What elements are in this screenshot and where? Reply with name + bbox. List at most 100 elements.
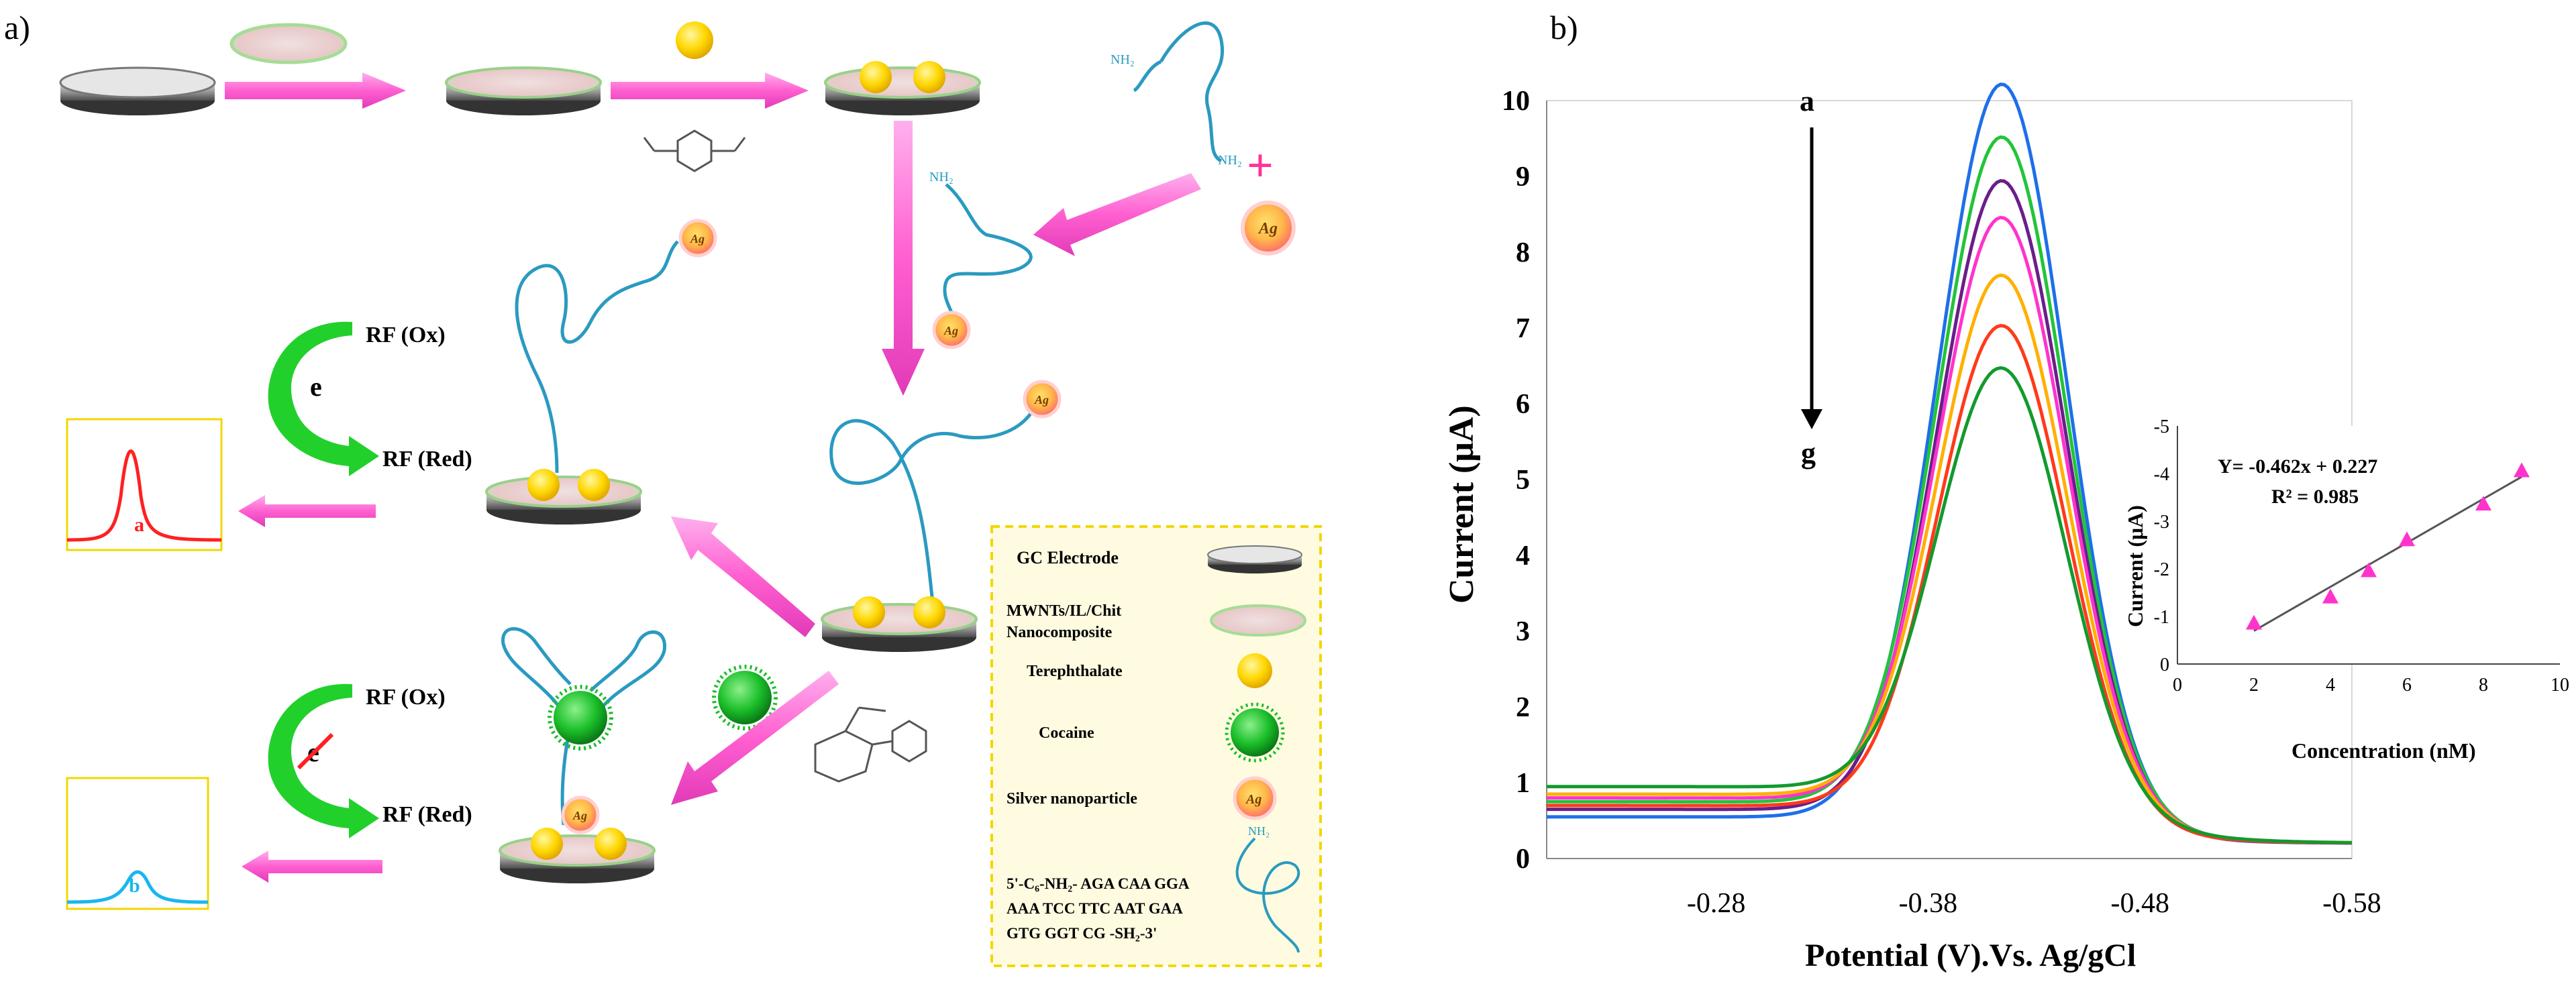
green-arrow-e [268,321,379,476]
aptamer-ag-conjugate [943,183,1033,330]
inset-y-tick: -1 [2154,607,2169,628]
inset-chart: 0 -1 -2 -3 -4 -5 0 2 4 6 8 10 Y= -0.462x + 0.227 R… [2123,417,2569,763]
inset-equation: Y= -0.462x + 0.227 [2218,455,2377,478]
legend-nh2-label: NH₂ [1248,824,1270,838]
peak-b-box: b [66,777,209,910]
gc-electrode-signal-on [485,469,642,525]
silver-nanoparticle-conjugate: Ag [932,311,971,349]
inset-y-tick: -2 [2154,559,2169,580]
inset-x-tick: 0 [2173,675,2182,696]
x-tick-label: -0.58 [2322,888,2381,919]
y-axis-title: Current (μA) [1443,405,1481,604]
green-arrow-blocked [268,683,379,838]
inset-y-tick: 0 [2160,655,2169,675]
y-tick-label: 8 [1516,237,1530,268]
inset-x-tick: 4 [2326,675,2335,696]
inset-point [2361,562,2377,577]
inset-point [2475,496,2491,511]
aptamer-central [829,402,1039,604]
ag-label: Ag [572,809,587,822]
ag-label: Ag [690,232,705,245]
ag-label: Ag [1245,792,1261,807]
peak-a-label: a [134,514,144,536]
gc-electrode-modified [445,66,602,115]
inset-x-tick: 10 [2551,675,2569,696]
inset-x-tick: 2 [2249,675,2259,696]
y-tick-label: 5 [1516,465,1530,496]
legend-gc-icon [1207,545,1302,573]
inset-r2: R² = 0.985 [2271,486,2359,508]
gc-electrode-bare [59,66,216,115]
inset-fit-line [2253,476,2522,632]
legend-terephthalate-icon [1237,653,1272,688]
ag-label: Ag [1257,220,1278,237]
y-tick-labels: 0 1 2 3 4 5 6 7 8 9 10 [1502,86,1530,875]
nanocomposite-icon [229,23,348,64]
y-tick-label: 0 [1516,844,1530,875]
inset-point [2399,531,2415,547]
inset-y-title: Current (μA) [2123,505,2147,627]
ag-label: Ag [1034,393,1049,406]
terephthalate-structure [643,129,746,172]
y-tick-label: 10 [1502,86,1530,117]
inset-x-tick: 6 [2402,675,2412,696]
legend-sequence-line-3: GTG GGT CG -SH₂-3' [1007,925,1157,942]
peak-a-box: a [66,418,223,551]
arrow-to-signal-on [671,516,815,637]
main-chart: 0 1 2 3 4 5 6 7 8 9 10 -0.28 -0.38 -0.48 -0.58 Curren… [1443,82,2381,973]
arrow-label-top: a [1800,85,1814,117]
legend-gc-label: GC Electrode [1017,548,1119,567]
peak-b-label: b [129,875,140,897]
y-tick-label: 9 [1516,162,1530,192]
cocaine-molecule-bound [548,685,613,751]
gc-electrode-aptamer [821,596,978,652]
arrow-step-2 [611,72,809,109]
y-tick-label: 1 [1516,768,1530,799]
legend-cocaine-label: Cocaine [1039,724,1094,742]
gc-electrode-signal-off [499,828,656,883]
legend-cocaine-icon [1225,702,1285,763]
silver-nanoparticle-lower: Ag [561,795,600,834]
x-tick-labels: -0.28 -0.38 -0.48 -0.58 [1687,888,2381,919]
arrow-label-bottom: g [1801,437,1816,470]
legend-silver-icon: Ag [1233,776,1277,820]
rf-red-label-1: RF (Red) [382,447,472,472]
inset-y-tick-labels: 0 -1 -2 -3 -4 -5 [2154,417,2169,675]
legend-mwnt-label-2: Nanocomposite [1007,624,1113,641]
legend-aptamer-icon [1235,837,1300,953]
arrow-step-1 [225,72,406,109]
x-tick-label: -0.48 [2110,888,2169,919]
aptamer-left-upper [515,240,679,474]
cocaine-structure [814,706,927,783]
y-tick-label: 7 [1516,313,1530,344]
inset-x-tick: 8 [2479,675,2488,696]
y-tick-label: 4 [1516,541,1530,571]
arrow-step-4 [1033,173,1201,256]
inset-y-tick: -4 [2154,464,2169,485]
nh2-label-1: NH₂ [1111,52,1135,67]
nh2-label-2: NH₂ [1218,153,1242,168]
cocaine-free [712,665,778,730]
voltammogram-curves [1547,82,2353,845]
x-tick-label: -0.28 [1687,888,1746,919]
arrow-to-peak-b [242,850,382,883]
aptamer-strand-top-hook [1133,60,1162,93]
plus-sign: + [1247,140,1274,192]
inset-x-tick-labels: 0 2 4 6 8 10 [2173,675,2569,696]
legend-sequence-line-2: AAA TCC TTC AAT GAA [1007,900,1183,917]
inset-y-tick: -3 [2154,512,2169,533]
legend-box: GC Electrode MWNTs/IL/Chit Nanocomposite… [990,525,1322,967]
y-tick-label: 2 [1516,692,1530,723]
ag-label: Ag [943,324,958,337]
aptamer-strand-top [1159,21,1225,163]
legend-nanocomposite-icon [1210,604,1306,637]
inset-plot-area [2177,426,2560,664]
inset-point [2514,462,2530,478]
y-tick-label: 3 [1516,616,1530,647]
silver-nanoparticle-central: Ag [1023,380,1062,419]
legend-sequence-line-1: 5'-C₆-NH₂- AGA CAA GGA [1007,875,1190,892]
gc-electrode-terephthalate [824,61,981,115]
silver-nanoparticle-icon-top: Ag [1241,201,1296,256]
inset-y-tick: -5 [2154,417,2169,437]
